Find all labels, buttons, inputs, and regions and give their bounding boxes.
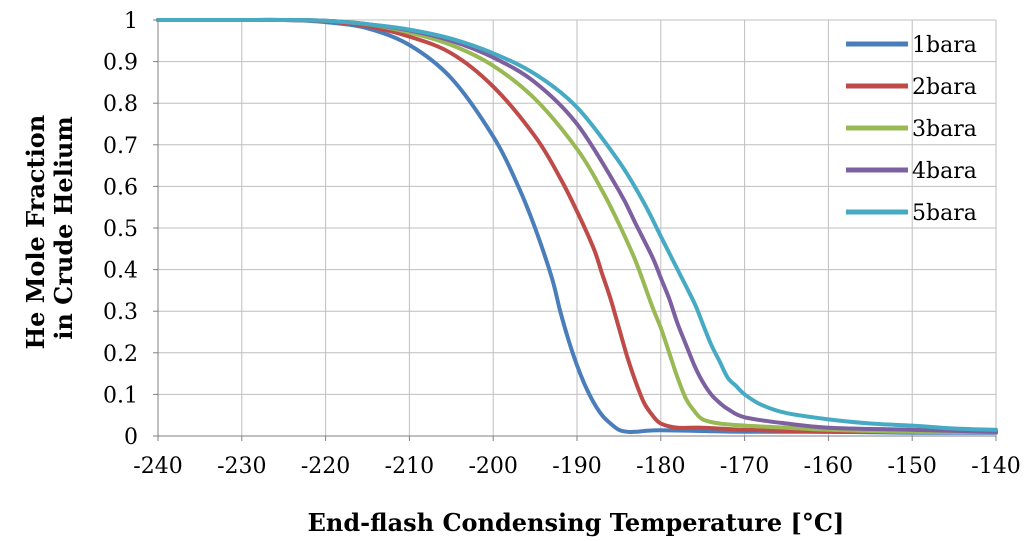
y-axis-title-line-2: in Crude Helium [49, 116, 78, 340]
y-tick-label: 0.3 [103, 300, 138, 325]
y-tick-label: 0.9 [103, 51, 138, 76]
x-tick-labels: -240 -230 -220 -210 -200 -190 -180 -170 -160 -150… [133, 436, 1021, 479]
x-tick-label: -160 [804, 454, 853, 479]
y-tick-label: 1 [124, 9, 138, 34]
legend-label: 5bara [912, 201, 977, 226]
x-tick-label: -180 [636, 454, 685, 479]
y-tick-label: 0.1 [103, 383, 138, 408]
x-tick-label: -240 [133, 454, 182, 479]
y-tick-label: 0.8 [103, 92, 138, 117]
x-tick-label: -200 [468, 454, 517, 479]
x-tick-label: -230 [217, 454, 266, 479]
x-tick-label: -170 [720, 454, 769, 479]
legend-label: 4bara [912, 159, 977, 184]
x-tick-label: -140 [971, 454, 1020, 479]
legend-label: 1bara [912, 33, 977, 58]
series-line-2bara [156, 17, 998, 434]
x-tick-label: -150 [887, 454, 936, 479]
x-tick-label: -220 [301, 454, 350, 479]
y-tick-label: 0.4 [103, 259, 138, 284]
y-tick-label: 0.7 [103, 134, 138, 159]
x-axis-title: End-flash Condensing Temperature [°C] [308, 508, 845, 537]
x-tick-label: -210 [385, 454, 434, 479]
grid [157, 19, 997, 437]
y-tick-label: 0.5 [103, 217, 138, 242]
y-tick-labels: 0 0.1 0.2 0.3 0.4 0.5 0.6 0.7 0.8 0.9 1 [103, 9, 158, 450]
y-tick-label: 0.2 [103, 342, 138, 367]
y-axis-title: He Mole Fraction in Crude Helium [21, 106, 78, 349]
y-tick-label: 0 [124, 425, 138, 450]
series-line-5bara [156, 17, 998, 432]
y-tick-label: 0.6 [103, 175, 138, 200]
x-tick-label: -190 [552, 454, 601, 479]
legend: 1bara 2bara 3bara 4bara 5bara [846, 33, 977, 226]
y-axis-title-line-1: He Mole Fraction [21, 115, 50, 350]
series-lines [156, 17, 998, 435]
legend-label: 3bara [912, 117, 977, 142]
series-line-1bara [156, 17, 998, 435]
legend-label: 2bara [912, 75, 977, 100]
